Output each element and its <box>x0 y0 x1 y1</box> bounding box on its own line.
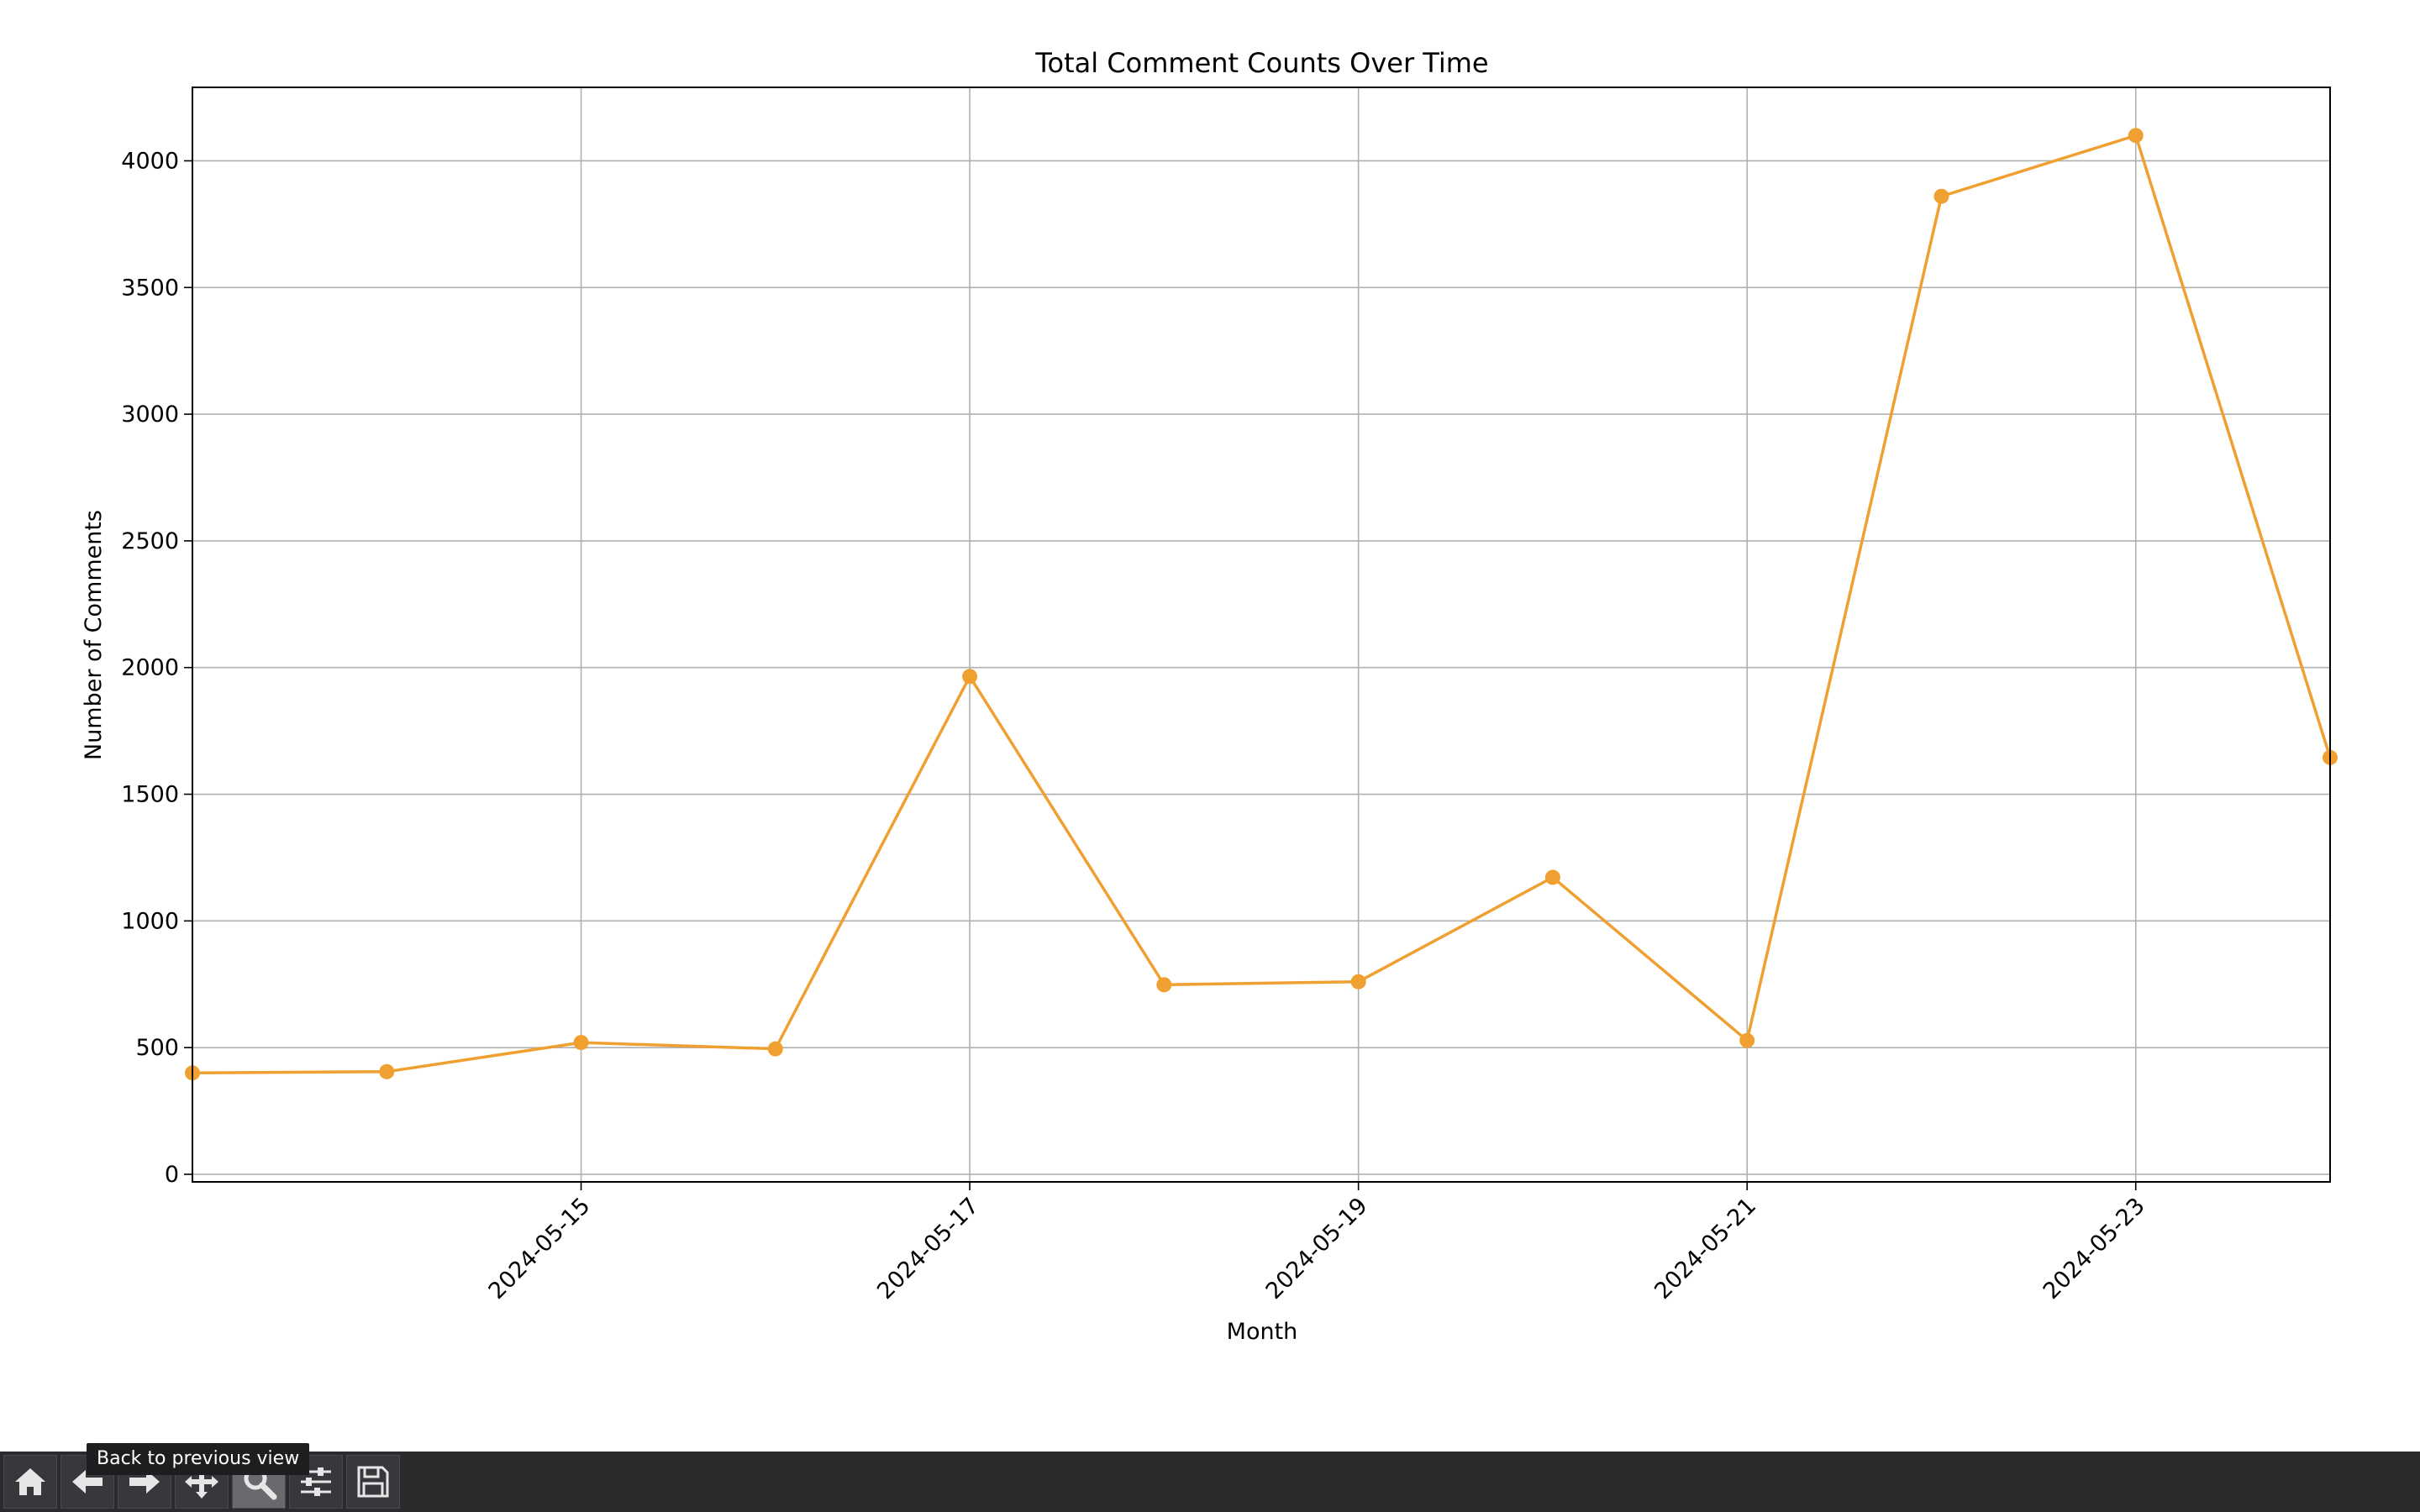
x-axis-label: Month <box>1227 1319 1298 1345</box>
home-button[interactable] <box>3 1455 57 1509</box>
data-point <box>573 1035 589 1051</box>
y-tick-label: 2000 <box>121 655 179 681</box>
series-line <box>192 134 2332 1075</box>
data-point <box>1739 1032 1755 1048</box>
navigation-toolbar <box>0 1452 2420 1512</box>
home-icon <box>15 1468 45 1495</box>
sliders-icon <box>301 1467 331 1496</box>
floppy-disk-icon <box>357 1466 389 1498</box>
grid-lines <box>192 87 2330 1182</box>
move-icon <box>185 1465 218 1499</box>
data-point <box>962 669 978 685</box>
data-point <box>2128 128 2144 144</box>
data-point <box>1933 188 1949 204</box>
y-tick-label: 1000 <box>121 908 179 934</box>
y-axis-label: Number of Comments <box>81 510 107 760</box>
figure-background <box>0 0 2420 1452</box>
y-tick-label: 3500 <box>121 275 179 301</box>
y-axis-ticks: 0 500 1000 1500 2000 2500 3000 3500 4000 <box>121 148 192 1188</box>
y-tick-label: 2500 <box>121 528 179 554</box>
arrow-right-icon <box>129 1470 160 1494</box>
line-chart: 2024-05-15 2024-05-17 2024-05-19 2024-05-21… <box>0 0 2420 1452</box>
data-points <box>185 128 2338 1081</box>
data-point <box>1350 974 1366 990</box>
y-tick-label: 500 <box>135 1035 179 1061</box>
data-point <box>1544 869 1560 885</box>
plot-frame <box>192 87 2331 1183</box>
y-tick-label: 1500 <box>121 782 179 808</box>
save-button[interactable] <box>346 1455 400 1509</box>
tooltip: Back to previous view <box>87 1443 310 1475</box>
data-point <box>767 1041 783 1057</box>
chart-title: Total Comment Counts Over Time <box>1034 47 1488 79</box>
y-tick-label: 0 <box>165 1162 179 1188</box>
y-tick-label: 3000 <box>121 402 179 428</box>
data-point <box>1156 977 1172 993</box>
data-point <box>379 1063 395 1079</box>
arrow-left-icon <box>72 1470 103 1494</box>
y-tick-label: 4000 <box>121 148 179 174</box>
